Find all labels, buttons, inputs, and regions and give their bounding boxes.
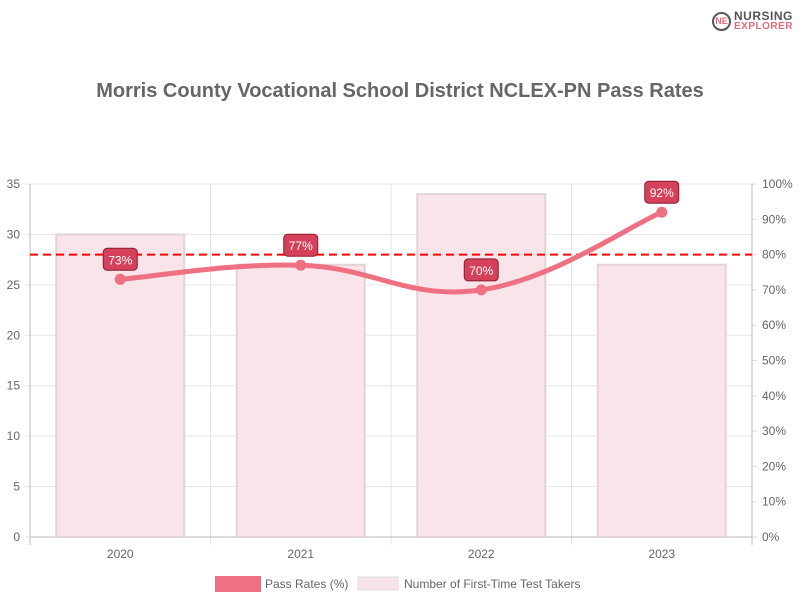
bar bbox=[55, 233, 186, 539]
legend-label-test-takers: Number of First-Time Test Takers bbox=[404, 577, 580, 591]
logo-icon: NE bbox=[712, 12, 731, 31]
y-left-tick-label: 15 bbox=[7, 379, 21, 393]
x-tick-label: 2023 bbox=[648, 547, 675, 561]
y-left-tick-label: 10 bbox=[7, 429, 21, 443]
data-label-box bbox=[102, 247, 138, 271]
y-right-tick-label: 30% bbox=[762, 424, 786, 438]
y-left-tick-label: 0 bbox=[13, 530, 20, 544]
chart-title: Morris County Vocational School District… bbox=[96, 80, 704, 102]
logo-text-2: EXPLORER bbox=[734, 21, 794, 32]
data-label-box bbox=[283, 233, 319, 257]
data-label-box bbox=[463, 258, 499, 282]
y-left-tick-label: 30 bbox=[7, 227, 21, 241]
data-label: 77% bbox=[289, 239, 313, 253]
y-right-tick-label: 70% bbox=[762, 283, 786, 297]
y-right-tick-label: 90% bbox=[762, 212, 786, 226]
bar bbox=[235, 263, 366, 538]
legend-swatch-pass-rates bbox=[215, 576, 261, 592]
y-right-tick-label: 10% bbox=[762, 495, 786, 509]
y-right-tick-label: 0% bbox=[762, 530, 780, 544]
data-label: 92% bbox=[650, 186, 674, 200]
logo-text-1: NURSING bbox=[734, 9, 793, 23]
pass-rate-point bbox=[656, 206, 668, 218]
y-left-tick-label: 20 bbox=[7, 328, 21, 342]
y-right-tick-label: 100% bbox=[762, 177, 793, 191]
y-right-tick-label: 40% bbox=[762, 389, 786, 403]
x-tick-label: 2021 bbox=[287, 547, 314, 561]
legend-label-pass-rates: Pass Rates (%) bbox=[265, 577, 348, 591]
pass-rate-point bbox=[295, 259, 307, 271]
x-tick-label: 2022 bbox=[468, 547, 495, 561]
y-left-tick-label: 5 bbox=[13, 480, 20, 494]
y-right-tick-label: 80% bbox=[762, 248, 786, 262]
y-left-tick-label: 35 bbox=[7, 177, 21, 191]
data-label: 70% bbox=[469, 264, 493, 278]
data-label-box bbox=[644, 180, 680, 204]
bar bbox=[596, 263, 727, 538]
y-right-tick-label: 50% bbox=[762, 354, 786, 368]
pass-rate-point bbox=[114, 273, 126, 285]
data-label: 73% bbox=[108, 253, 132, 267]
y-left-tick-label: 25 bbox=[7, 278, 21, 292]
x-tick-label: 2020 bbox=[107, 547, 134, 561]
bar bbox=[416, 193, 547, 538]
y-right-tick-label: 60% bbox=[762, 318, 786, 332]
pass-rate-line bbox=[120, 209, 663, 295]
y-right-tick-label: 20% bbox=[762, 459, 786, 473]
legend-swatch-test-takers bbox=[357, 576, 399, 591]
nursing-explorer-logo: NE NURSING EXPLORER bbox=[710, 8, 795, 34]
pass-rate-point bbox=[475, 284, 487, 296]
